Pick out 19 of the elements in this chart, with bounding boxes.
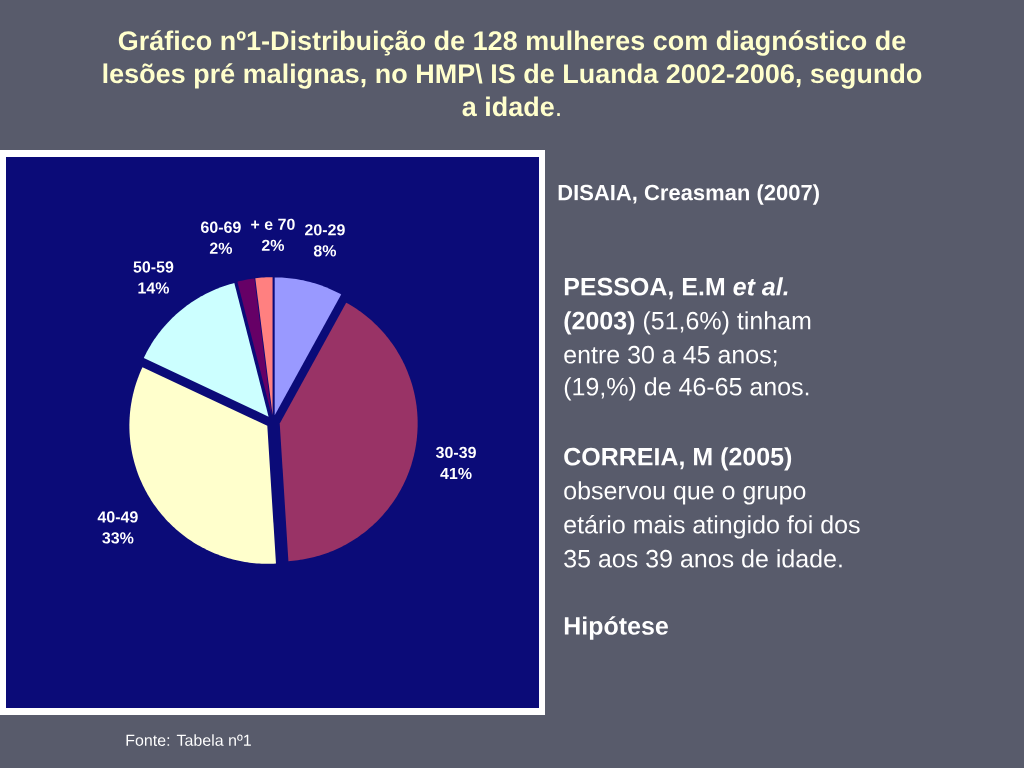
text: CORREIA, M (2005) observou que o grupo etário mais atingido foi dos 35 aos 39 anos de idade. — [564, 447, 860, 568]
data-label: 14% — [138, 282, 170, 294]
source-note: Fonte: Tabela nº1 — [126, 734, 251, 746]
data-label: 41% — [440, 467, 472, 480]
text: DISAIA, Creasman (2007) — [558, 184, 819, 205]
text: (19,%) de 46-65 anos. — [564, 377, 809, 401]
slice-label: 30-39 — [435, 446, 476, 459]
data-label: 2% — [209, 242, 233, 254]
slice-label: + e 70 — [251, 218, 295, 230]
slice-label: 40-49 — [97, 511, 138, 523]
slice-label: 50-59 — [133, 261, 174, 273]
slice-label: 20-29 — [305, 224, 345, 236]
text: PESSOA, E.M et al. (2003) (51,6%) tinham entre 30 a 45 anos; — [564, 277, 811, 367]
text: Hipótese — [564, 616, 668, 640]
data-label: 33% — [102, 532, 134, 544]
chart-title: Gráfico nº1-Distribuição de 128 mulheres com diagnóstico de lesões pré malignas, no HMP\ IS de Luanda 2002-2006, segundo a idade. — [103, 30, 922, 117]
data-label: 8% — [313, 245, 337, 257]
slice-label: 60-69 — [201, 221, 241, 233]
data-label: 2% — [261, 239, 285, 251]
